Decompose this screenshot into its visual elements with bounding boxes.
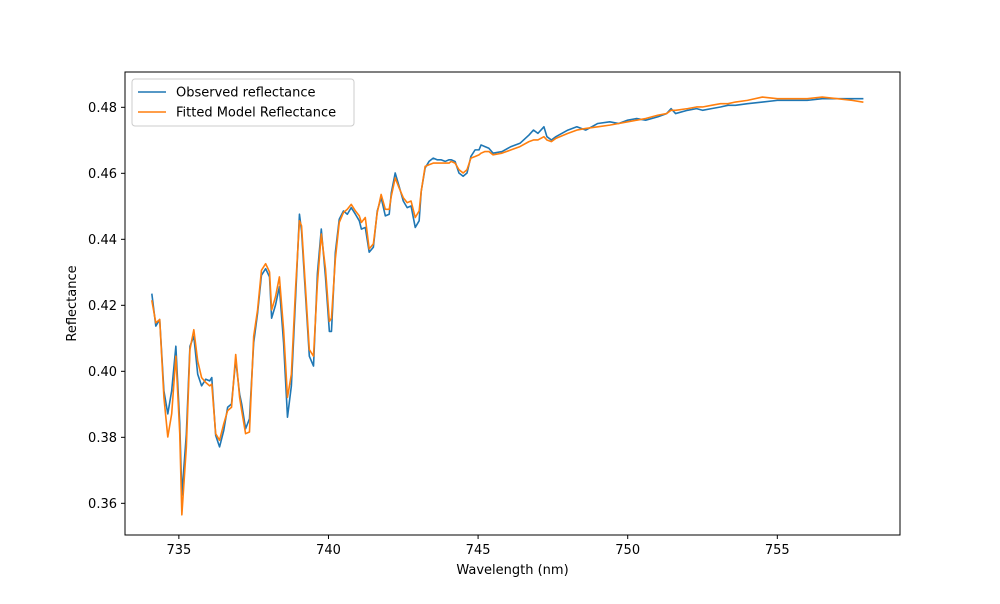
series-line-fitted	[151, 96, 864, 516]
x-axis: 735 740 745 750 755	[166, 535, 790, 558]
y-axis: 0.36 0.38 0.40 0.42 0.44 0.46 0.48	[88, 101, 125, 512]
x-tick-label: 750	[615, 543, 640, 558]
legend-label-fitted: Fitted Model Reflectance	[176, 106, 336, 121]
series-layer	[151, 96, 864, 516]
y-tick-label: 0.46	[88, 167, 117, 182]
x-tick-label: 755	[765, 543, 790, 558]
y-tick-label: 0.48	[88, 101, 117, 116]
legend: Observed reflectance Fitted Model Reflect…	[131, 78, 355, 127]
x-tick-label: 740	[316, 543, 341, 558]
y-tick-label: 0.42	[88, 299, 117, 314]
y-tick-label: 0.38	[88, 431, 117, 446]
x-tick-label: 735	[166, 543, 191, 558]
x-tick-label: 745	[466, 543, 491, 558]
y-tick-label: 0.44	[88, 233, 117, 248]
legend-box	[131, 78, 355, 127]
y-tick-label: 0.36	[88, 497, 117, 512]
x-axis-label: Wavelength (nm)	[456, 563, 568, 578]
plot-frame	[124, 71, 901, 536]
legend-label-observed: Observed reflectance	[176, 86, 316, 101]
y-axis-label: Reflectance	[65, 265, 80, 341]
y-tick-label: 0.40	[88, 365, 117, 380]
